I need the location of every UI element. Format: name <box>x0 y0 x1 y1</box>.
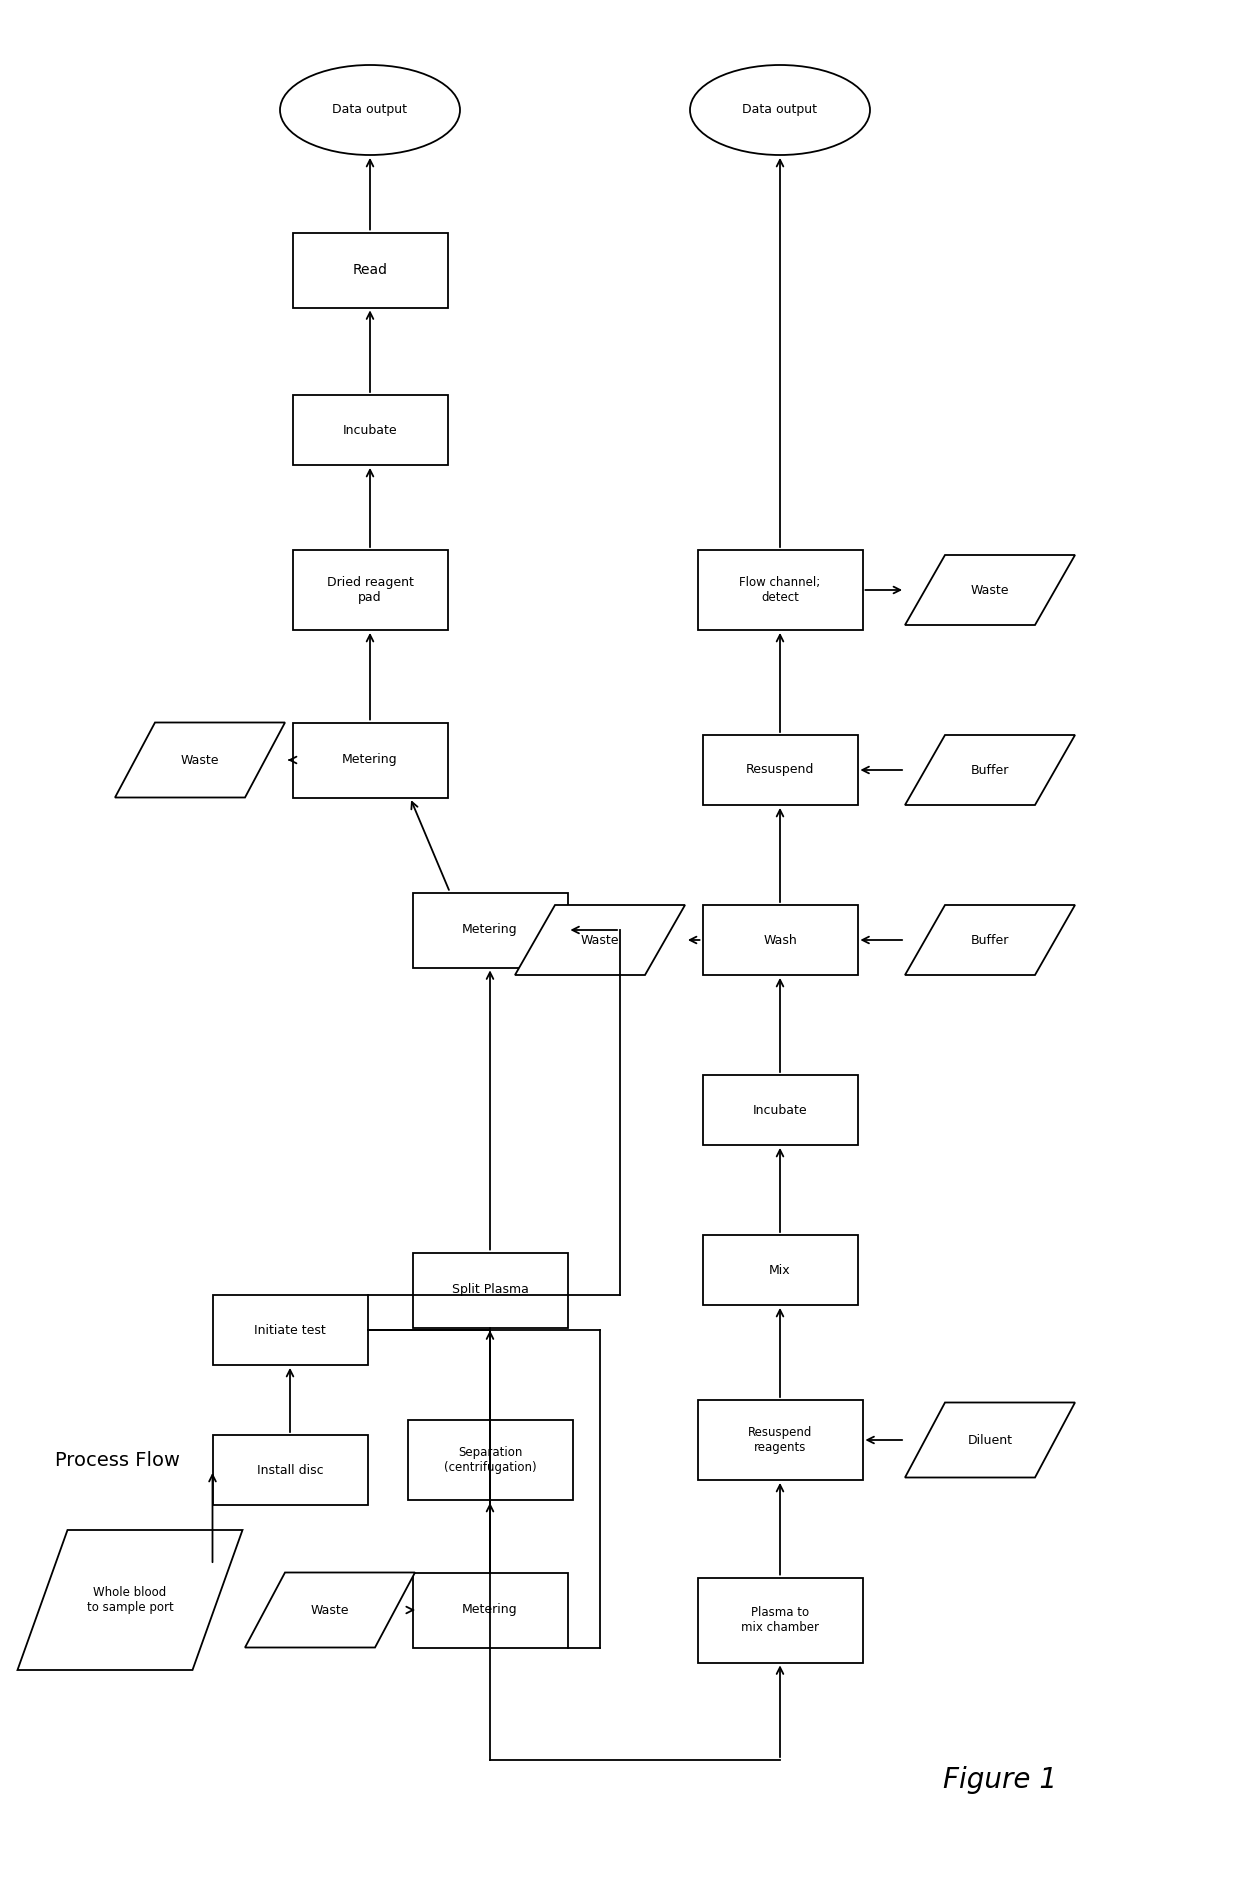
Bar <box>293 232 448 308</box>
Bar <box>703 735 858 806</box>
Bar <box>703 1235 858 1305</box>
Text: Mix: Mix <box>769 1264 791 1277</box>
Polygon shape <box>515 904 684 975</box>
Text: Waste: Waste <box>181 754 219 766</box>
Bar <box>293 395 448 466</box>
Text: Figure 1: Figure 1 <box>942 1765 1056 1794</box>
Text: Flow channel;
detect: Flow channel; detect <box>739 576 821 604</box>
Text: Metering: Metering <box>342 754 398 766</box>
Text: Install disc: Install disc <box>257 1463 324 1476</box>
Bar <box>413 1573 568 1647</box>
Polygon shape <box>115 722 285 798</box>
Text: Initiate test: Initiate test <box>254 1324 326 1336</box>
Text: Metering: Metering <box>463 1604 518 1617</box>
Polygon shape <box>905 1402 1075 1478</box>
Text: Read: Read <box>352 262 387 277</box>
Polygon shape <box>905 904 1075 975</box>
Polygon shape <box>905 555 1075 625</box>
Text: Waste: Waste <box>580 933 619 946</box>
Text: Diluent: Diluent <box>967 1433 1013 1446</box>
Text: Wash: Wash <box>763 933 797 946</box>
Bar <box>413 893 568 967</box>
Polygon shape <box>246 1573 415 1647</box>
Text: Waste: Waste <box>971 583 1009 597</box>
Bar <box>293 722 448 798</box>
Text: Incubate: Incubate <box>342 424 397 437</box>
Text: Waste: Waste <box>311 1604 350 1617</box>
Text: Data output: Data output <box>743 103 817 116</box>
Text: Buffer: Buffer <box>971 933 1009 946</box>
Text: Process Flow: Process Flow <box>55 1450 180 1469</box>
Text: Dried reagent
pad: Dried reagent pad <box>326 576 413 604</box>
Text: Separation
(centrifugation): Separation (centrifugation) <box>444 1446 537 1474</box>
Text: Resuspend: Resuspend <box>745 764 815 777</box>
Bar <box>212 1434 367 1505</box>
Bar <box>293 549 448 631</box>
Bar <box>212 1296 367 1364</box>
Bar <box>408 1419 573 1499</box>
Text: Whole blood
to sample port: Whole blood to sample port <box>87 1586 174 1613</box>
Bar <box>413 1252 568 1328</box>
Text: Resuspend
reagents: Resuspend reagents <box>748 1427 812 1454</box>
Bar <box>697 1400 863 1480</box>
Text: Metering: Metering <box>463 923 518 937</box>
Ellipse shape <box>689 65 870 156</box>
Text: Data output: Data output <box>332 103 408 116</box>
Ellipse shape <box>280 65 460 156</box>
Polygon shape <box>905 735 1075 806</box>
Text: Plasma to
mix chamber: Plasma to mix chamber <box>742 1606 818 1634</box>
Bar <box>697 1577 863 1662</box>
Bar <box>703 904 858 975</box>
Bar <box>697 549 863 631</box>
Text: Split Plasma: Split Plasma <box>451 1284 528 1296</box>
Polygon shape <box>17 1530 243 1670</box>
Text: Buffer: Buffer <box>971 764 1009 777</box>
Bar <box>703 1075 858 1146</box>
Text: Incubate: Incubate <box>753 1104 807 1117</box>
